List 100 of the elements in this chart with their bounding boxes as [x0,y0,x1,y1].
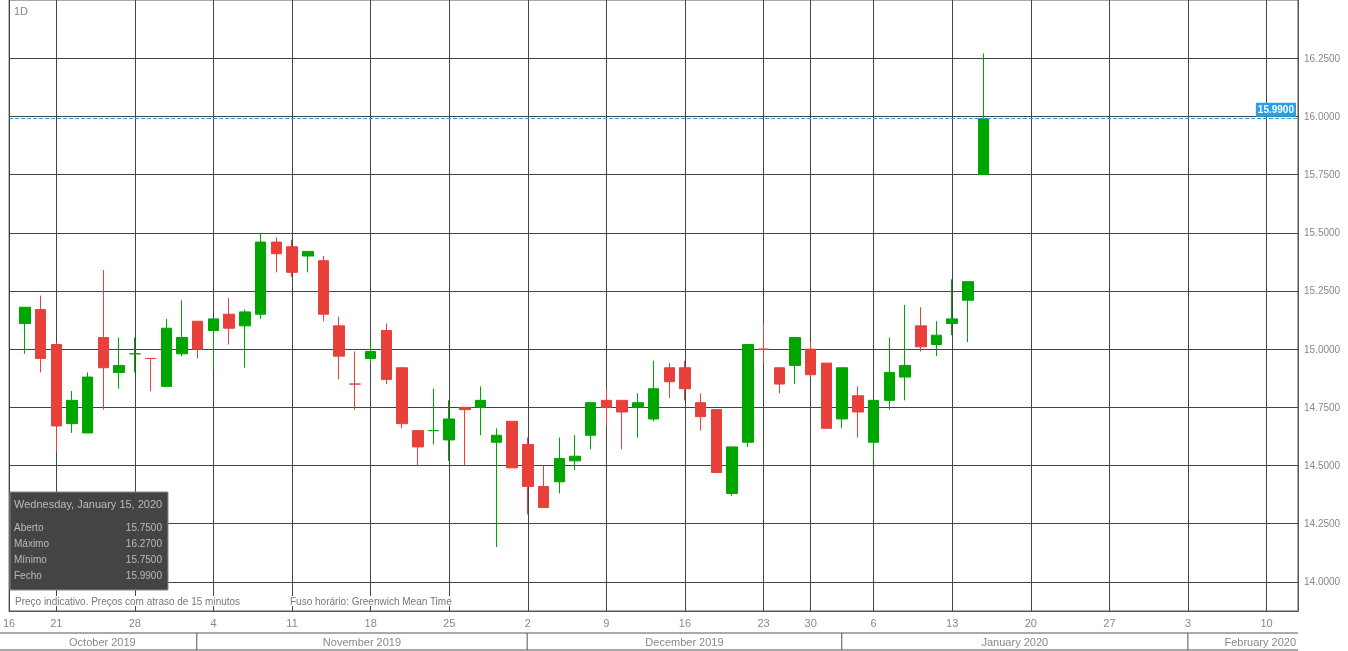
candlestick [66,390,78,434]
x-tick-label: 4 [210,616,217,629]
annotation: Mínimo [14,553,48,565]
x-tick-label: 21 [50,616,63,629]
candlestick [664,362,675,399]
y-tick-label: 15.0000 [1304,343,1341,355]
candlestick [161,318,172,387]
x-tick-label: 28 [128,616,141,629]
y-tick-label: 16.2500 [1304,52,1341,64]
candlestick [962,281,974,343]
candlestick [286,239,298,278]
x-tick-label: 13 [946,616,959,629]
candlestick [381,323,392,385]
annotation: 15.7500 [125,553,163,565]
x-tick-label: 6 [870,616,877,629]
candlestick [302,250,314,273]
candlestick [98,269,109,411]
annotation: Preço indicativo. Preços com atraso de 15 minutos [15,595,241,607]
candlestick [51,341,62,453]
candlestick [931,320,942,357]
candlestick [868,399,879,462]
candlestick [915,306,927,352]
x-tick-label: 27 [1103,616,1116,629]
y-tick-label: 14.7500 [1304,401,1341,413]
annotation: 15.9900 [125,569,163,581]
candlestick [726,446,738,497]
y-tick-label: 16.0000 [1304,110,1341,122]
annotation: 16.2700 [125,537,163,549]
candlestick [396,367,408,429]
candlestick [239,309,251,369]
text: January 2020 [981,635,1049,648]
y-tick-label: 15.2500 [1304,285,1341,297]
x-tick-label: 30 [804,616,817,629]
candlestick [412,430,424,467]
candlestick [365,341,376,364]
candlestick [538,465,549,508]
candlestick [852,385,864,439]
x-tick-label: 23 [757,616,770,629]
text: October 2019 [69,635,136,648]
ref-line-label: 15.9900 [1257,104,1295,116]
candlestick [349,350,361,411]
candlestick [616,399,628,450]
candlestick [506,420,518,469]
y-tick-label: 15.7500 [1304,169,1341,181]
candlestick [946,278,958,336]
candlestick [601,388,612,427]
candlestick [884,337,895,411]
y-tick-label: 15.5000 [1304,227,1341,239]
candlestick [522,437,534,515]
candlestick [585,402,596,450]
candlestick [789,337,801,385]
candlestick [459,406,471,467]
candlestick [176,299,188,357]
annotation: Aberto [14,521,44,533]
annotation: 15.7500 [125,521,163,533]
annotation: Fecho [14,569,43,581]
x-tick-label: 10 [1260,616,1273,629]
x-tick-label: 18 [364,616,377,629]
candlestick [758,323,769,364]
candlestick [145,357,156,392]
text: November 2019 [322,635,402,648]
candlestick [679,360,691,401]
candlestick [271,236,282,273]
candlestick [695,392,706,432]
candlestick [208,318,219,371]
text: February 2020 [1224,635,1296,648]
candlestick [774,367,785,394]
candlestick [821,362,832,429]
candlestick [632,392,644,439]
x-tick-label: 9 [603,616,610,629]
candlestick [742,343,754,448]
candlestick [428,388,439,446]
x-tick-label: 20 [1024,616,1037,629]
candlestick [569,434,581,471]
x-tick-label: 3 [1184,616,1192,629]
x-tick-label: 16 [678,616,692,629]
y-tick-label: 14.0000 [1304,576,1341,588]
candlestick [491,427,502,548]
candlestick [899,304,911,401]
candlestick [255,232,266,320]
x-tick-label: 11 [286,616,298,629]
x-tick-label: 2 [524,616,531,629]
candlestick [318,255,329,322]
candlestick [333,316,345,380]
annotation: Máximo [14,537,50,549]
candlestick [192,320,203,359]
candlestick [35,295,46,373]
text: December 2019 [645,635,724,648]
annotation: Wednesday, January 15, 2020 [14,497,163,510]
x-tick-label: 25 [443,616,456,629]
candlestick [711,409,722,474]
candlestick [443,399,455,462]
candlestick [223,297,235,345]
candlestick [475,385,486,436]
candlestick [978,53,989,176]
x-tick-label: 16 [2,616,16,629]
candlestick [19,306,31,355]
candlestick [836,367,848,429]
candlestick [82,371,93,434]
candlestick [129,337,141,373]
